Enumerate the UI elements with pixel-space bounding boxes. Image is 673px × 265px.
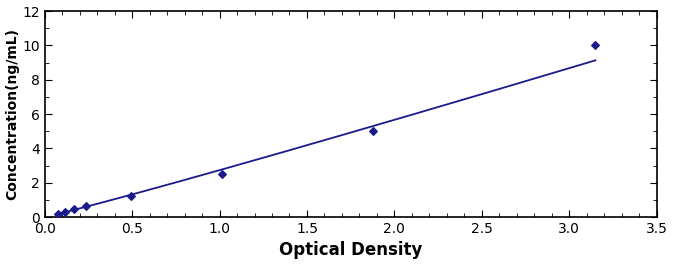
Y-axis label: Concentration(ng/mL): Concentration(ng/mL) [5,28,20,200]
X-axis label: Optical Density: Optical Density [279,241,423,259]
